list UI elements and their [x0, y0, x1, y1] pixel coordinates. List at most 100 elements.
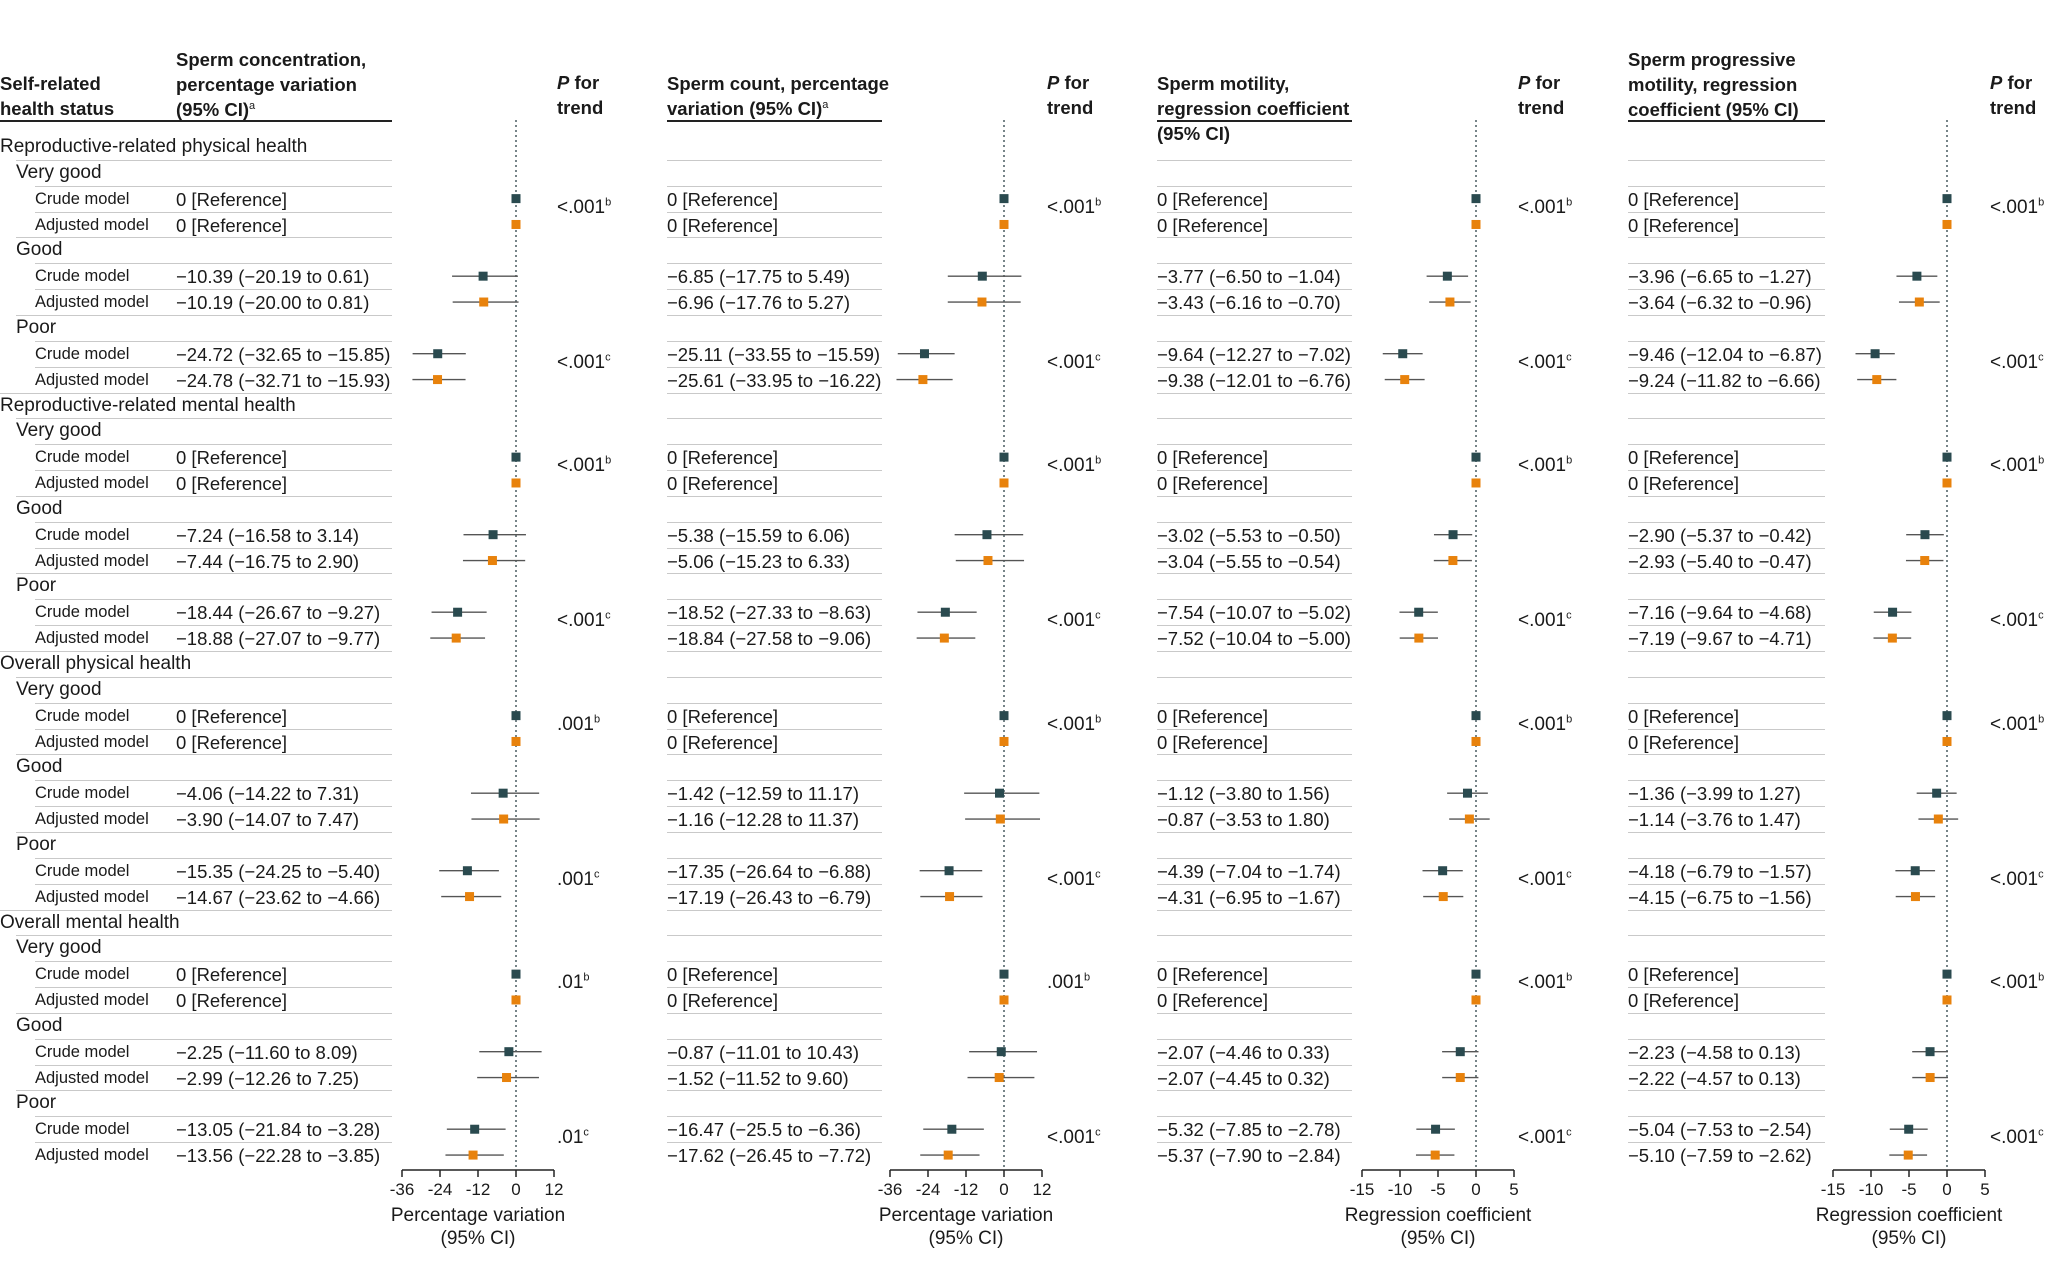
estimate-cell: −1.42 (−12.59 to 11.17) [667, 783, 860, 805]
crude-point-estimate [1925, 1047, 1935, 1057]
estimate-cell: −18.88 (−27.07 to −9.77) [176, 628, 381, 650]
adjusted-point-estimate [487, 556, 497, 566]
estimate-cell: −2.07 (−4.45 to 0.32) [1157, 1067, 1330, 1089]
crude-point-estimate [1471, 194, 1481, 204]
row-divider [667, 366, 882, 368]
crude-point-estimate [1442, 271, 1452, 281]
row-divider [667, 883, 882, 885]
estimate-cell: −9.46 (−12.04 to −6.87) [1628, 343, 1822, 365]
footnote-mark: c [605, 351, 611, 364]
p-trend-value: <.001b [1518, 455, 1572, 477]
x-tick-label: -24 [916, 1180, 941, 1199]
row-divider [667, 987, 882, 989]
crude-point-estimate [1888, 607, 1898, 617]
crude-point-estimate [995, 788, 1005, 798]
row-divider [35, 521, 392, 523]
adjusted-point-estimate [1414, 633, 1424, 643]
adjusted-point-estimate [1910, 892, 1920, 902]
estimate-cell: 0 [Reference] [1157, 990, 1269, 1012]
row-divider [667, 599, 882, 601]
adjusted-point-estimate [511, 478, 521, 488]
footnote-mark: b [1095, 713, 1102, 726]
estimate-cell: −2.90 (−5.37 to −0.42) [1628, 524, 1812, 546]
panel-title-text: Sperm concentration, percentage variatio… [176, 49, 367, 120]
estimate-cell: −4.18 (−6.79 to −1.57) [1628, 860, 1812, 882]
row-divider [1157, 340, 1352, 342]
estimate-cell: 0 [Reference] [176, 214, 288, 236]
x-tick-label: 5 [1509, 1180, 1518, 1199]
row-divider [35, 340, 392, 342]
row-divider [0, 392, 392, 394]
row-divider [667, 159, 882, 161]
adjusted-point-estimate [1942, 219, 1952, 229]
row-divider [667, 1038, 882, 1040]
estimate-cell: −2.23 (−4.58 to 0.13) [1628, 1041, 1801, 1063]
category-label: Poor [16, 316, 57, 338]
p-trend-value: <.001b [1990, 714, 2044, 736]
row-divider [667, 702, 882, 704]
adjusted-model-label: Adjusted model [35, 474, 149, 493]
crude-point-estimate [999, 194, 1009, 204]
crude-model-label: Crude model [35, 267, 130, 286]
panel-title-text: Sperm progressive motility, regression c… [1628, 49, 1799, 120]
adjusted-point-estimate [1400, 375, 1410, 385]
x-tick-label: 0 [1471, 1180, 1480, 1199]
category-label: Very good [16, 420, 102, 442]
crude-point-estimate [1398, 349, 1408, 359]
category-label: Poor [16, 575, 57, 597]
row-divider [667, 831, 882, 833]
estimate-cell: −9.24 (−11.82 to −6.66) [1628, 369, 1821, 391]
adjusted-point-estimate [995, 814, 1005, 824]
p-trend-value: <.001b [1518, 197, 1572, 219]
row-divider [1628, 392, 1825, 394]
crude-point-estimate [470, 1124, 480, 1134]
p-trend-value: <.001c [1990, 869, 2044, 891]
p-trend-number: <.001 [557, 610, 606, 632]
estimate-cell: −2.25 (−11.60 to 8.09) [176, 1041, 358, 1063]
x-tick-label: 12 [545, 1180, 564, 1199]
row-divider [1157, 1012, 1352, 1014]
estimate-cell: 0 [Reference] [1628, 964, 1740, 986]
section-label: Reproductive-related mental health [0, 394, 296, 416]
p-trend-suffix: for trend [1990, 72, 2037, 118]
row-divider [1157, 1142, 1352, 1144]
row-divider [35, 1116, 392, 1118]
footnote-mark: c [2038, 351, 2044, 364]
row-divider [1628, 470, 1825, 472]
row-divider [1628, 573, 1825, 575]
row-divider [16, 1090, 392, 1092]
x-axis-label: Percentage variation (95% CI) [878, 1205, 1054, 1249]
p-trend-header: P for trend [1047, 70, 1105, 120]
p-trend-number: .01 [557, 1127, 584, 1149]
adjusted-model-label: Adjusted model [35, 293, 149, 312]
estimate-cell: 0 [Reference] [1157, 964, 1269, 986]
row-divider [1628, 263, 1825, 265]
estimate-cell: −3.02 (−5.53 to −0.50) [1157, 524, 1341, 546]
row-divider [16, 573, 392, 575]
x-tick-label: -10 [1388, 1180, 1413, 1199]
crude-model-label: Crude model [35, 861, 130, 880]
row-divider [1628, 314, 1825, 316]
estimate-cell: −0.87 (−3.53 to 1.80) [1157, 809, 1330, 831]
p-trend-number: .001 [557, 868, 594, 890]
crude-point-estimate [1942, 711, 1952, 721]
adjusted-point-estimate [1903, 1150, 1913, 1160]
row-divider [1628, 185, 1825, 187]
row-divider [1628, 211, 1825, 213]
row-divider [16, 314, 392, 316]
row-divider [1628, 289, 1825, 291]
estimate-cell: −0.87 (−11.01 to 10.43) [667, 1041, 860, 1063]
row-divider [1157, 831, 1352, 833]
p-trend-number: <.001 [1990, 868, 2039, 890]
row-divider [1628, 340, 1825, 342]
footnote-mark: b [2038, 713, 2045, 726]
header-rule [667, 120, 882, 122]
footnote-mark: b [605, 196, 612, 209]
row-divider [1157, 314, 1352, 316]
p-trend-value: <.001b [1047, 455, 1101, 477]
row-divider [1628, 1142, 1825, 1144]
estimate-cell: 0 [Reference] [176, 731, 288, 753]
category-label: Poor [16, 1092, 57, 1114]
footnote-mark: b [2038, 971, 2045, 984]
